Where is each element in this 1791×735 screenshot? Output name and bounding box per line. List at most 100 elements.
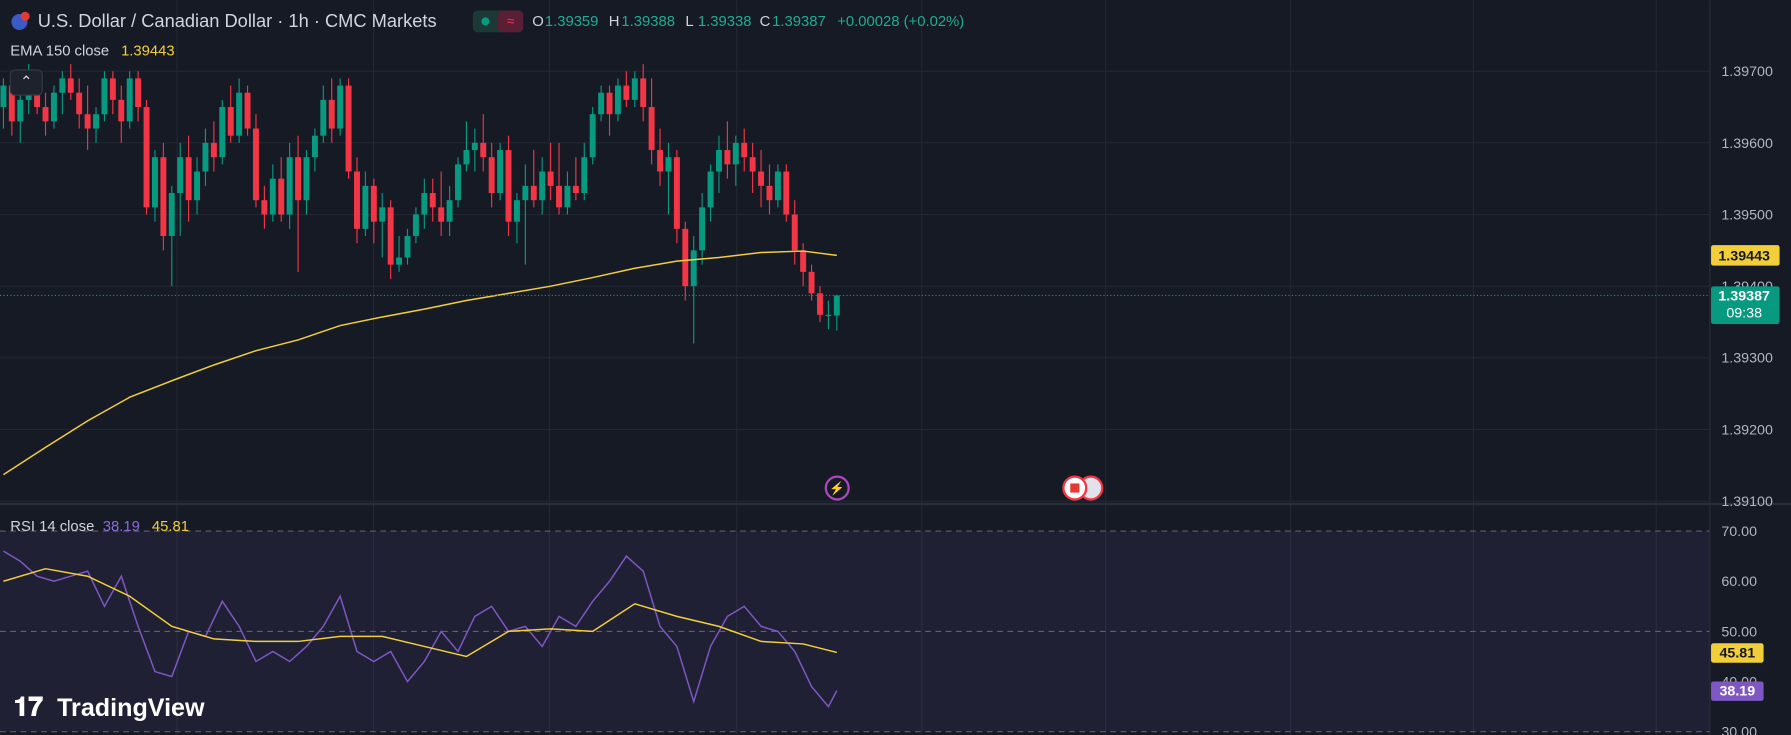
candle-body — [210, 142, 217, 158]
candle-body — [168, 193, 175, 237]
candle-body — [497, 150, 504, 194]
y-tick-label: 1.39300 — [1721, 351, 1773, 367]
ohlc-label: C — [760, 14, 771, 30]
rsi-ma-line — [3, 567, 838, 658]
candle-body — [505, 150, 512, 222]
candle-body — [404, 236, 411, 258]
candle-body — [657, 150, 664, 172]
ohlc-label: O — [532, 14, 544, 30]
candle-body — [758, 171, 765, 186]
rsi-legend-value: 38.19 — [103, 519, 140, 535]
candle-body — [219, 107, 226, 158]
candle-body — [42, 107, 49, 122]
candle-body — [539, 171, 546, 201]
candle-body — [749, 157, 756, 172]
price-badge-label: 1.39387 — [1718, 288, 1770, 304]
candle-body — [429, 193, 436, 208]
ohlc-label: L — [685, 14, 693, 30]
candle-body — [606, 92, 613, 115]
candle-body — [522, 185, 529, 201]
candle-body — [236, 92, 243, 136]
candle-body — [640, 78, 647, 108]
candle-body — [412, 214, 419, 237]
y-tick-label: 1.39500 — [1721, 207, 1773, 223]
rsi-band — [0, 531, 1710, 732]
candle-body — [76, 92, 83, 115]
change: +0.00028 (+0.02%) — [837, 14, 964, 30]
candle-body — [682, 228, 689, 287]
candle-body — [109, 78, 116, 100]
event-icon: ⚡ — [829, 480, 845, 496]
status-dot — [481, 17, 490, 26]
candle-body — [328, 99, 335, 129]
candle-body — [732, 142, 739, 165]
price-badge — [1711, 286, 1780, 325]
candle-body — [8, 85, 15, 122]
candle-body — [261, 200, 268, 215]
y-tick-label: 50.00 — [1721, 624, 1757, 640]
candle-body — [598, 92, 605, 115]
y-tick-label: 1.39200 — [1721, 422, 1773, 438]
candle-body — [741, 142, 748, 158]
candle-body — [817, 293, 823, 315]
candle-body — [0, 85, 7, 108]
candle-body — [455, 164, 461, 201]
candle-body — [564, 185, 571, 208]
candle-body — [623, 85, 630, 100]
symbol-title[interactable]: U.S. Dollar / Canadian Dollar · 1h · CMC… — [38, 10, 437, 31]
rsi-badge — [1711, 643, 1764, 663]
candle-body — [783, 171, 790, 215]
plot-area — [0, 64, 1710, 733]
logo[interactable]: TradingView — [57, 694, 205, 722]
candle-body — [556, 185, 562, 208]
ema-legend-value: 1.39443 — [121, 44, 175, 60]
candle-body — [396, 257, 403, 265]
candle-body — [833, 295, 840, 316]
candle-body — [699, 207, 706, 251]
candle-body — [707, 171, 714, 208]
candle-body — [143, 107, 150, 208]
price-axis: 1.397001.396001.395001.394001.393001.392… — [1721, 64, 1773, 735]
candle-body — [766, 185, 773, 201]
candle-body — [631, 78, 638, 100]
rsi-badge-label: 38.19 — [1719, 684, 1755, 700]
collapse-button[interactable] — [9, 69, 43, 96]
candle-body — [244, 92, 251, 129]
ohlc-value: 1.39359 — [545, 14, 599, 30]
ohlc-value: 1.39387 — [772, 14, 826, 30]
rsi-legend[interactable]: RSI 14 close — [10, 519, 94, 535]
candle-body — [673, 157, 680, 229]
event-icon[interactable] — [824, 475, 850, 501]
candle-body — [463, 150, 470, 165]
countdown: 09:38 — [1726, 306, 1762, 322]
y-tick-label: 1.39600 — [1721, 136, 1773, 152]
ema-legend[interactable]: EMA 150 close — [10, 44, 109, 60]
candle-body — [295, 157, 302, 201]
candle-body — [311, 135, 318, 158]
candle-body — [227, 107, 234, 136]
candle-body — [530, 185, 537, 201]
ohlc-value: 1.39338 — [698, 14, 752, 30]
candle-body — [387, 207, 394, 265]
candle-body — [135, 78, 142, 108]
candle-body — [118, 99, 125, 122]
candle-body — [648, 107, 655, 151]
candle-body — [716, 150, 722, 172]
ohlc-label: H — [609, 14, 620, 30]
candle-body — [589, 114, 596, 158]
candle-body — [67, 78, 74, 93]
candle-body — [17, 99, 24, 122]
candle-body — [50, 92, 57, 122]
candle-body — [572, 185, 579, 194]
candle-body — [59, 78, 66, 93]
symbol-icon — [20, 11, 30, 21]
flag-icon — [1070, 483, 1080, 493]
candle-body — [84, 114, 91, 129]
market-status — [498, 10, 524, 33]
candle-body — [337, 85, 344, 129]
candle-body — [286, 157, 293, 215]
y-tick-label: 1.39100 — [1721, 494, 1773, 510]
rsi-badge-label: 45.81 — [1719, 645, 1755, 661]
